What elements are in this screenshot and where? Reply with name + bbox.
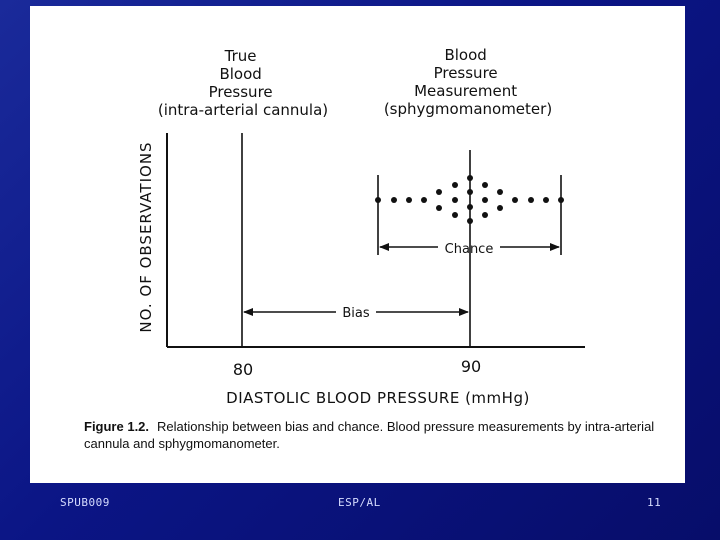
observation-dot (467, 189, 473, 195)
chance-label: Chance (445, 242, 494, 257)
observation-dot (467, 218, 473, 224)
observation-dot (528, 197, 534, 203)
bias-label: Bias (342, 306, 369, 321)
observation-dot (375, 197, 381, 203)
y-axis-label: NO. OF OBSERVATIONS (137, 141, 155, 332)
observation-dot (558, 197, 564, 203)
observation-dot (497, 189, 503, 195)
caption-text: Relationship between bias and chance. Bl… (84, 419, 655, 451)
measured-bp-label: Blood Pressure Measurement (sphygmomanom… (384, 46, 552, 118)
observation-dot (436, 189, 442, 195)
observation-dot (452, 197, 458, 203)
true-bp-label: True Blood Pressure (intra-arterial cann… (158, 47, 328, 119)
observation-dot (391, 197, 397, 203)
slide-number: 11 (647, 496, 662, 509)
tick-label-80: 80 (233, 360, 253, 379)
observation-dot (406, 197, 412, 203)
footer-left-code: SPUB009 (60, 496, 110, 509)
x-axis-label: DIASTOLIC BLOOD PRESSURE (mmHg) (226, 389, 530, 407)
slide-panel (30, 6, 685, 483)
observation-dot (482, 197, 488, 203)
figure-caption: Figure 1.2. Relationship between bias and… (84, 418, 664, 452)
observation-dots (375, 175, 564, 224)
observation-dot (452, 212, 458, 218)
observation-dot (482, 212, 488, 218)
observation-dot (512, 197, 518, 203)
observation-dot (452, 182, 458, 188)
observation-dot (436, 205, 442, 211)
tick-label-90: 90 (461, 357, 481, 376)
observation-dot (421, 197, 427, 203)
footer-center-code: ESP/AL (338, 496, 381, 509)
observation-dot (497, 205, 503, 211)
figure-number: Figure 1.2. (84, 419, 150, 434)
observation-dot (467, 175, 473, 181)
observation-dot (543, 197, 549, 203)
observation-dot (482, 182, 488, 188)
observation-dot (467, 204, 473, 210)
